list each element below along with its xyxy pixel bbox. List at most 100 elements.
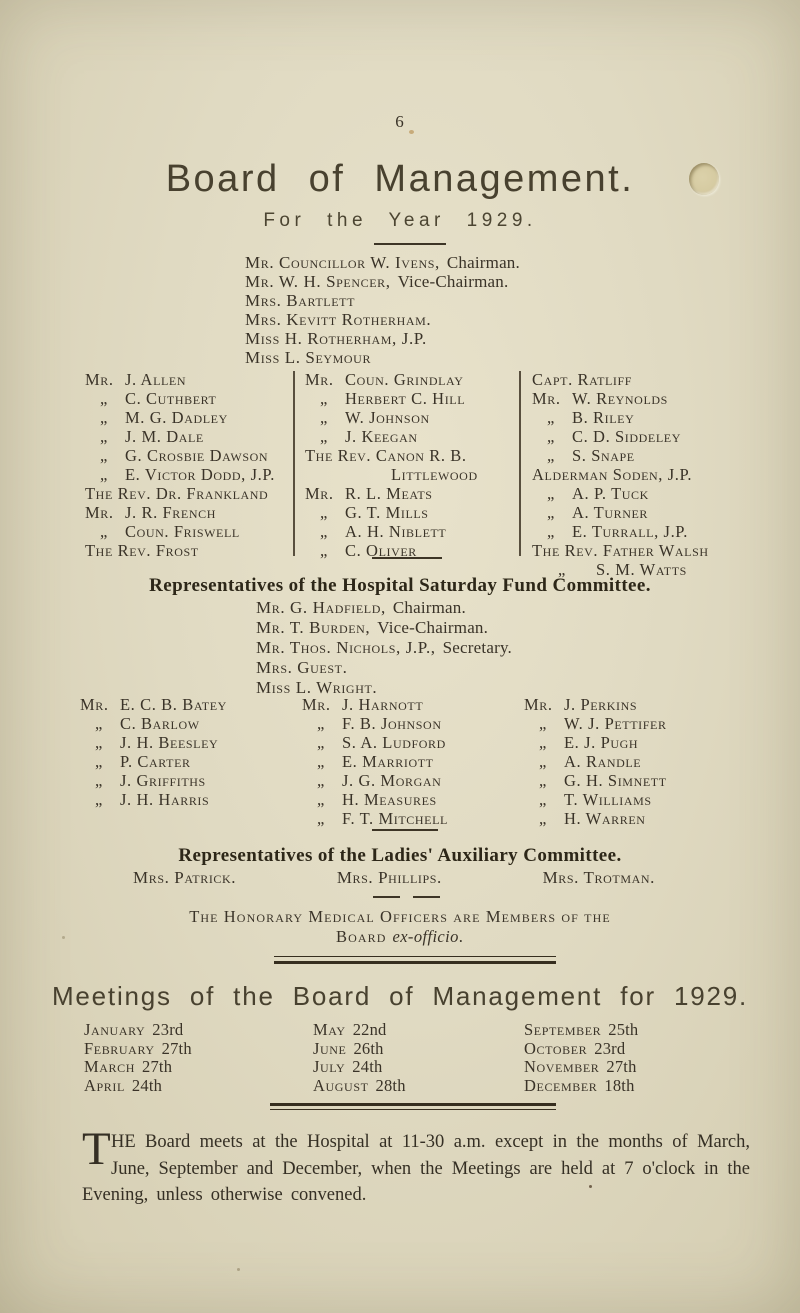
member-name: H. Warren: [564, 809, 646, 828]
member-name: G. Crosbie Dawson: [125, 446, 269, 465]
board-members-column-3: Capt. Ratliff Mr. W. Reynolds „ B. Riley „ C. …: [532, 370, 709, 579]
meeting-times-paragraph: T HE Board meets at the Hospital at 11-30…: [82, 1123, 750, 1209]
list-item: „ H. Warren: [524, 809, 667, 828]
list-item: Mr. T. Burden, Vice-Chairman.: [256, 618, 512, 638]
day-label: 24th: [352, 1057, 383, 1076]
hsf-members-column-2: Mr. J. Harnott „ F. B. Johnson „ S. A. Ludfor…: [302, 695, 448, 828]
member-name: Miss L. Wright.: [256, 678, 378, 697]
member-name: A. Randle: [564, 752, 642, 771]
list-item: „ A. H. Niblett: [305, 522, 478, 541]
ditto-or-prefix: „: [317, 809, 325, 828]
member-name: A. Turner: [572, 503, 649, 522]
ex-officio-italic: ex-officio: [392, 927, 459, 946]
ditto-or-prefix: „: [320, 522, 328, 541]
list-item: „ A. Randle: [524, 752, 667, 771]
member-name: S. M. Watts: [596, 560, 687, 579]
day-label: 27th: [161, 1038, 192, 1058]
month-label: June: [313, 1038, 347, 1058]
ditto-or-prefix: „: [100, 408, 108, 427]
ditto-or-prefix: Mr.: [532, 389, 561, 408]
list-item: April 24th: [84, 1076, 192, 1096]
member-name: B. Riley: [572, 408, 635, 427]
month-label: October: [524, 1038, 588, 1058]
month-label: November: [524, 1057, 600, 1076]
ex-officio-note-line-1: The Honorary Medical Officers are Member…: [189, 907, 611, 926]
list-item: „ S. M. Watts: [532, 560, 709, 579]
dash-segment: [413, 896, 440, 898]
drop-cap: T: [82, 1123, 111, 1175]
member-name: J. Griffiths: [120, 771, 206, 790]
member-name: Mr. Councillor W. Ivens,: [245, 253, 440, 272]
list-item: Mrs. Patrick.: [133, 868, 237, 887]
divider-rule: [374, 243, 446, 245]
paper-stain-speck: [409, 130, 414, 134]
list-item: „ J. G. Morgan: [302, 771, 448, 790]
ditto-or-prefix: „: [320, 503, 328, 522]
ditto-or-prefix: „: [547, 503, 555, 522]
list-item: „ M. G. Dadley: [85, 408, 275, 427]
document-title: Board of Management.: [165, 158, 635, 200]
list-item: August 28th: [313, 1075, 406, 1096]
member-name: E. Victor Dodd, J.P.: [125, 465, 276, 484]
day-label: 22nd: [352, 1020, 387, 1039]
ladies-auxiliary-heading: Representatives of the Ladies' Auxiliary…: [178, 845, 622, 866]
meeting-dates-column-3: September 25th October 23rd November 27th Dece…: [524, 1020, 639, 1095]
day-label: 27th: [142, 1057, 173, 1076]
ditto-or-prefix: „: [539, 790, 547, 809]
list-item: „ Coun. Friswell: [85, 522, 275, 541]
member-name: H. Measures: [342, 790, 437, 809]
list-item: „ S. Snape: [532, 446, 709, 465]
list-item: „ A. Turner: [532, 503, 709, 522]
member-name: S. Snape: [572, 446, 635, 465]
member-name: J. G. Morgan: [342, 771, 442, 790]
member-name: F. B. Johnson: [342, 714, 442, 733]
list-item: January 23rd: [84, 1020, 192, 1040]
ditto-or-prefix: Mr.: [302, 695, 331, 714]
list-item: The Rev. Canon R. B.: [305, 446, 478, 465]
role-label: Secretary.: [442, 638, 512, 657]
member-name: Mrs. Bartlett: [245, 291, 356, 310]
column-divider-line: [293, 371, 295, 556]
member-name: Littlewood: [391, 465, 478, 484]
member-name: J. M. Dale: [125, 427, 204, 446]
hsf-members-column-3: Mr. J. Perkins „ W. J. Pettifer „ E. J. Pugh „…: [524, 695, 667, 828]
list-item: „ J. M. Dale: [85, 427, 275, 446]
day-label: 28th: [375, 1075, 406, 1095]
ditto-or-prefix: „: [317, 733, 325, 752]
ditto-or-prefix: Mr.: [85, 370, 114, 389]
ditto-or-prefix: „: [100, 446, 108, 465]
day-label: 23rd: [152, 1020, 184, 1039]
ditto-or-prefix: Mr.: [305, 484, 334, 503]
day-label: 25th: [608, 1020, 639, 1039]
member-name: J. Allen: [125, 370, 187, 389]
month-label: May: [313, 1020, 346, 1039]
list-item: „ T. Williams: [524, 790, 667, 809]
member-name: E. J. Pugh: [564, 733, 639, 752]
ditto-or-prefix: „: [317, 771, 325, 790]
list-item: Miss L. Seymour: [245, 348, 520, 367]
member-name: J. Perkins: [564, 695, 638, 714]
member-name: W. J. Pettifer: [564, 714, 667, 733]
ditto-or-prefix: „: [95, 733, 103, 752]
divider-rule: [372, 829, 438, 831]
member-name: Mrs. Guest.: [256, 658, 348, 677]
list-item: The Rev. Dr. Frankland: [85, 484, 275, 503]
month-label: September: [524, 1020, 602, 1039]
list-item: Mr. G. Hadfield, Chairman.: [256, 598, 512, 618]
ditto-or-prefix: „: [320, 427, 328, 446]
month-label: March: [84, 1057, 136, 1076]
ditto-or-prefix: „: [100, 389, 108, 408]
list-item: Mr. W. H. Spencer, Vice-Chairman.: [245, 272, 520, 291]
member-name: J. R. French: [125, 503, 216, 522]
list-item: „ S. A. Ludford: [302, 733, 448, 752]
paragraph-text: HE Board meets at the Hospital at 11-30 …: [82, 1132, 750, 1205]
list-item: The Rev. Frost: [85, 541, 275, 560]
hsf-officers-list: Mr. G. Hadfield, Chairman. Mr. T. Burden, V…: [256, 598, 512, 698]
day-label: 27th: [606, 1057, 637, 1076]
member-name: Miss H. Rotherham, J.P.: [245, 329, 427, 348]
member-name: C. D. Siddeley: [572, 427, 681, 446]
list-item: May 22nd: [313, 1020, 406, 1040]
list-item: „ C. Oliver: [305, 541, 478, 560]
member-name: E. C. B. Batey: [120, 695, 227, 714]
list-item: „ E. Marriott: [302, 752, 448, 771]
